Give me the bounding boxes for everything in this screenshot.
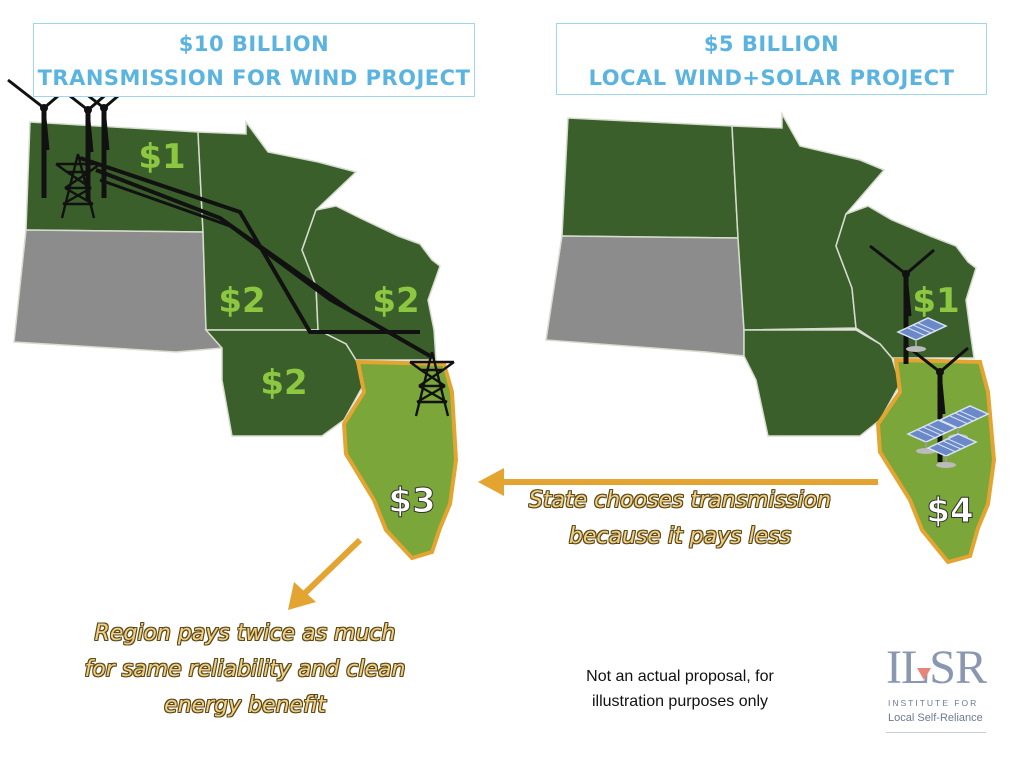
- left-title: $10 BILLION TRANSMISSION FOR WIND PROJEC…: [33, 23, 475, 97]
- right-south-dakota: [545, 235, 745, 357]
- state-caption: State chooses transmission because it pa…: [500, 483, 860, 555]
- right-north-dakota: [561, 117, 739, 239]
- disclaimer-note: Not an actual proposal, for illustration…: [540, 664, 820, 714]
- state-caption-line2: because it pays less: [568, 524, 792, 549]
- left-south-dakota: [13, 229, 224, 353]
- left-label-wisconsin: $2: [372, 281, 419, 321]
- region-caption-line2: for same reliability and clean: [84, 657, 406, 682]
- left-map: $1 $2 $2 $2 $3: [6, 78, 459, 561]
- logo-divider: [886, 732, 986, 733]
- left-wisconsin: [301, 205, 441, 361]
- disclaimer-line2: illustration purposes only: [591, 693, 769, 710]
- transmission-line: [99, 178, 421, 352]
- left-illinois: [341, 359, 459, 561]
- right-title-line2: LOCAL WIND+SOLAR PROJECT: [588, 66, 955, 90]
- left-label-north-dakota: $1: [138, 137, 185, 177]
- right-label-wisconsin: $1: [912, 281, 959, 321]
- right-title: $5 BILLION LOCAL WIND+SOLAR PROJECT: [556, 23, 987, 95]
- left-title-line1: $10 BILLION: [178, 32, 330, 56]
- right-title-line1: $5 BILLION: [703, 32, 840, 56]
- arrow-icon: [478, 468, 878, 496]
- ilsr-logo: ILSR INSTITUTE FOR Local Self-Reliance: [884, 642, 994, 738]
- logo-mark: ILSR: [886, 641, 987, 694]
- region-caption: Region pays twice as much for same relia…: [40, 616, 450, 724]
- logo-line1: INSTITUTE FOR: [888, 698, 979, 708]
- left-label-illinois: $3: [388, 481, 435, 521]
- right-map: $1 $4: [545, 111, 997, 565]
- logo-line2: Local Self-Reliance: [888, 712, 983, 724]
- left-label-iowa: $2: [260, 363, 307, 403]
- arrow-icon: [288, 537, 363, 610]
- right-iowa: [743, 329, 901, 437]
- left-label-minnesota: $2: [218, 281, 265, 321]
- region-caption-line1: Region pays twice as much: [94, 621, 396, 646]
- state-caption-line1: State chooses transmission: [528, 488, 832, 513]
- transmission-line: [79, 156, 420, 334]
- disclaimer-line1: Not an actual proposal, for: [586, 668, 774, 685]
- left-iowa: [204, 329, 365, 437]
- region-caption-line3: energy benefit: [164, 693, 326, 718]
- right-label-illinois: $4: [926, 491, 973, 531]
- logo-triangle-icon: [917, 668, 931, 680]
- left-title-line2: TRANSMISSION FOR WIND PROJECT: [37, 66, 471, 90]
